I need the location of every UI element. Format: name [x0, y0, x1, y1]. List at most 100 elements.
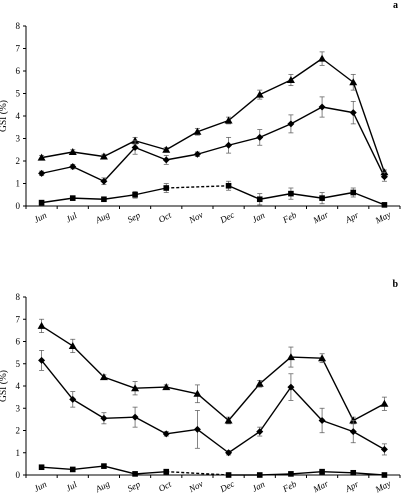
data-point-diamond	[69, 163, 77, 171]
data-point-triangle	[349, 416, 358, 424]
series-line-dashed	[166, 470, 229, 476]
y-tick-label: 0	[16, 470, 21, 480]
data-point-square	[38, 199, 45, 206]
series-line	[197, 144, 229, 155]
data-point-square	[163, 185, 170, 191]
data-point-square	[225, 182, 232, 189]
x-tick-label: Aug	[93, 478, 112, 494]
data-point-diamond	[318, 416, 326, 424]
series-line	[290, 192, 323, 199]
series-line	[134, 416, 167, 435]
series-line	[228, 431, 261, 454]
y-tick-label: 1	[16, 179, 21, 189]
y-tick-label: 3	[16, 134, 21, 144]
data-point-square	[69, 466, 76, 473]
data-point-diamond	[256, 133, 264, 141]
y-tick-label: 7	[16, 314, 21, 324]
data-point-diamond	[318, 103, 326, 111]
data-point-square	[381, 202, 388, 208]
data-point-diamond	[287, 120, 295, 128]
series-line	[135, 386, 167, 389]
x-tick-label: Nov	[186, 210, 204, 226]
y-tick-label: 8	[16, 21, 21, 31]
data-point-diamond	[131, 413, 139, 421]
data-point-square	[163, 468, 170, 475]
y-tick-label: 2	[16, 156, 21, 166]
data-point-triangle	[193, 389, 202, 397]
data-point-square	[319, 468, 325, 475]
series-line	[321, 58, 354, 83]
series-line	[228, 185, 261, 200]
series-line	[72, 398, 105, 419]
y-tick-label: 1	[16, 448, 21, 458]
series-line	[165, 131, 198, 151]
data-point-diamond	[131, 144, 139, 151]
data-point-triangle	[318, 54, 327, 62]
y-tick-label: 3	[16, 403, 21, 413]
series-line	[259, 386, 292, 433]
series-line	[259, 356, 292, 385]
series-line	[196, 393, 230, 422]
x-tick-label: Dec	[218, 479, 236, 495]
data-point-diamond	[193, 150, 201, 158]
series-line	[290, 356, 323, 359]
data-point-triangle	[131, 384, 140, 392]
data-point-diamond	[100, 414, 108, 422]
series-line	[72, 465, 104, 471]
series-line	[41, 466, 73, 471]
series-line	[290, 470, 323, 475]
x-tick-label: Mar	[311, 209, 331, 226]
series-triangle	[37, 318, 389, 425]
series-line	[41, 197, 73, 204]
series-line	[197, 119, 229, 133]
data-point-triangle	[224, 116, 233, 124]
panel-b: b 0 1 2 3 4 5 6 7 8 GSI (%) Jun Jul Aug Sep Oct Nov Dec Ja…	[0, 279, 401, 495]
data-point-triangle	[99, 373, 108, 381]
x-tick-label: Sep	[126, 210, 143, 225]
series-line	[228, 136, 260, 146]
data-point-square	[256, 196, 263, 203]
data-point-triangle	[162, 145, 171, 153]
data-point-diamond	[100, 177, 108, 185]
series-line	[196, 428, 230, 454]
series-line	[290, 106, 323, 125]
y-axis-label: GSI (%)	[0, 100, 9, 132]
series-line	[321, 419, 354, 433]
x-tick-label: Jan	[250, 479, 267, 494]
data-point-diamond	[380, 173, 388, 181]
series-line	[321, 357, 354, 421]
x-tick-label: Feb	[280, 478, 298, 494]
x-tick-label: May	[373, 209, 393, 226]
series-line	[41, 165, 73, 175]
data-point-diamond	[162, 430, 170, 438]
data-point-triangle	[68, 341, 77, 349]
panel-letter: a	[393, 0, 398, 11]
series-line	[41, 359, 74, 400]
data-point-triangle	[162, 383, 171, 391]
panel-a: a 0 1 2 3 4 5 6 7 8 GSI (%) Jun Jul Aug Sep Oct Nov Dec Ja…	[0, 0, 401, 226]
series-line	[134, 187, 167, 196]
x-tick-label: Sep	[126, 479, 143, 494]
data-point-square	[256, 472, 263, 478]
data-point-diamond	[38, 169, 46, 177]
y-tick-label: 0	[16, 201, 21, 211]
x-tick-label: Apr	[343, 479, 361, 495]
y-axis-label: GSI (%)	[0, 370, 9, 402]
data-point-square	[101, 463, 107, 469]
series-line	[352, 403, 385, 422]
series-triangle	[37, 51, 389, 176]
series-line	[259, 79, 292, 96]
data-point-triangle	[255, 90, 264, 98]
data-point-diamond	[349, 109, 357, 117]
data-point-triangle	[349, 78, 358, 86]
series-line	[166, 153, 198, 161]
series-line-dashed	[166, 185, 229, 189]
x-tick-label: Nov	[186, 479, 204, 495]
series-line	[72, 151, 105, 158]
data-point-square	[132, 471, 138, 477]
x-tick-label: Feb	[280, 209, 298, 225]
data-point-triangle	[68, 148, 77, 155]
panel-letter: b	[392, 279, 398, 290]
data-point-diamond	[38, 356, 46, 364]
series-line	[259, 192, 292, 200]
